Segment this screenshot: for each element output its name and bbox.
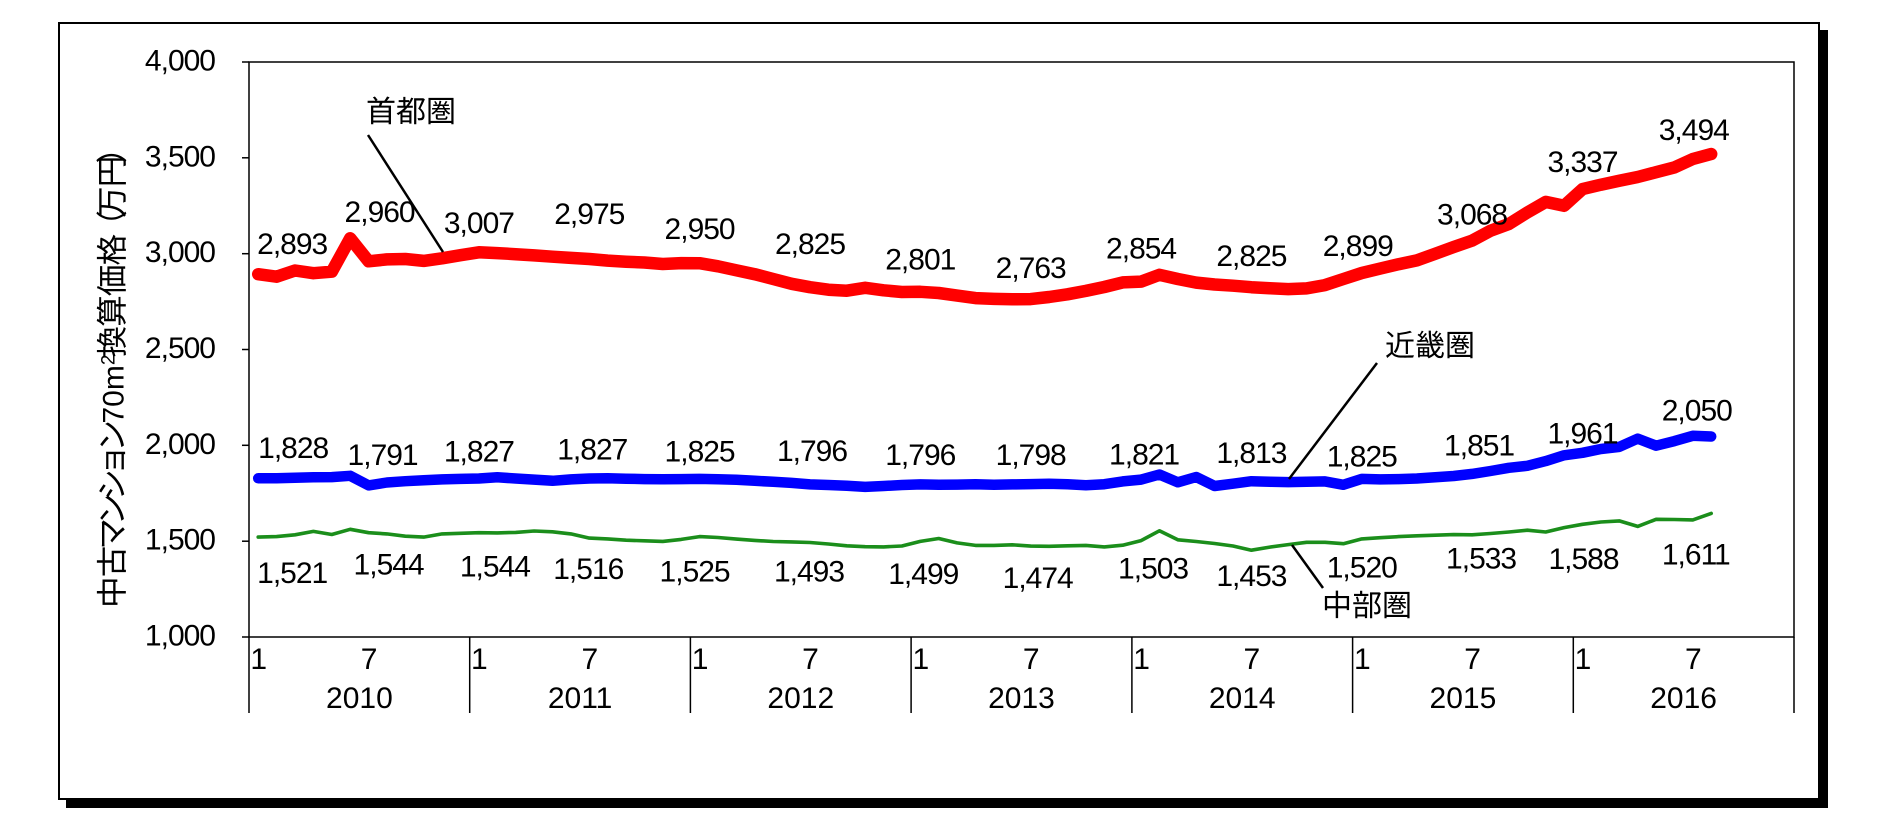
svg-text:3,494: 3,494 <box>1659 114 1729 147</box>
svg-text:1: 1 <box>912 643 928 676</box>
svg-text:2,000: 2,000 <box>145 428 215 461</box>
svg-text:1,521: 1,521 <box>257 557 327 590</box>
svg-text:4,000: 4,000 <box>145 45 215 78</box>
svg-text:3,068: 3,068 <box>1437 198 1507 231</box>
svg-text:1: 1 <box>692 643 708 676</box>
svg-text:1,503: 1,503 <box>1118 552 1188 585</box>
svg-text:7: 7 <box>1244 643 1260 676</box>
svg-text:7: 7 <box>1023 643 1039 676</box>
svg-text:2015: 2015 <box>1430 682 1497 715</box>
svg-text:1,520: 1,520 <box>1327 552 1397 585</box>
svg-text:1,525: 1,525 <box>660 555 730 588</box>
svg-text:1,828: 1,828 <box>258 432 328 465</box>
svg-text:1: 1 <box>1133 643 1149 676</box>
svg-text:3,007: 3,007 <box>444 207 514 240</box>
svg-text:1,611: 1,611 <box>1662 539 1730 572</box>
svg-text:1,825: 1,825 <box>1327 441 1397 474</box>
svg-text:1,813: 1,813 <box>1216 437 1286 470</box>
svg-text:1,544: 1,544 <box>460 551 530 584</box>
svg-text:3,000: 3,000 <box>145 236 215 269</box>
svg-text:1,825: 1,825 <box>665 436 735 469</box>
svg-text:1,796: 1,796 <box>885 439 955 472</box>
svg-text:1,791: 1,791 <box>348 439 418 472</box>
svg-text:2,825: 2,825 <box>1216 240 1286 273</box>
svg-text:1: 1 <box>1354 643 1370 676</box>
svg-text:2,500: 2,500 <box>145 332 215 365</box>
svg-text:7: 7 <box>361 643 377 676</box>
svg-text:1,544: 1,544 <box>354 549 424 582</box>
svg-text:2,975: 2,975 <box>554 198 624 231</box>
svg-text:2,960: 2,960 <box>345 196 415 229</box>
svg-text:1,961: 1,961 <box>1547 418 1617 451</box>
svg-text:2011: 2011 <box>548 682 613 715</box>
svg-text:1,499: 1,499 <box>888 558 958 591</box>
svg-text:2016: 2016 <box>1650 682 1717 715</box>
svg-text:2,950: 2,950 <box>665 213 735 246</box>
svg-text:2014: 2014 <box>1209 682 1276 715</box>
svg-text:1,588: 1,588 <box>1548 543 1618 576</box>
svg-text:1,516: 1,516 <box>553 553 623 586</box>
svg-text:1,827: 1,827 <box>557 433 627 466</box>
svg-text:2,763: 2,763 <box>996 252 1066 285</box>
svg-text:7: 7 <box>581 643 597 676</box>
svg-text:1: 1 <box>1575 643 1591 676</box>
svg-text:2,050: 2,050 <box>1662 395 1732 428</box>
svg-text:1,493: 1,493 <box>774 555 844 588</box>
svg-text:1,827: 1,827 <box>444 435 514 468</box>
svg-text:1,796: 1,796 <box>777 435 847 468</box>
svg-text:1,000: 1,000 <box>145 620 215 653</box>
svg-text:1,500: 1,500 <box>145 524 215 557</box>
svg-text:1,474: 1,474 <box>1003 562 1073 595</box>
svg-text:1,453: 1,453 <box>1216 560 1286 593</box>
svg-text:2,825: 2,825 <box>775 228 845 261</box>
svg-text:2,854: 2,854 <box>1106 232 1176 265</box>
svg-text:1,533: 1,533 <box>1446 543 1516 576</box>
svg-text:1,851: 1,851 <box>1444 430 1514 463</box>
svg-text:70m2: 70m2 <box>97 355 130 424</box>
svg-text:3,500: 3,500 <box>145 140 215 173</box>
svg-text:2,893: 2,893 <box>257 228 327 261</box>
svg-text:3,337: 3,337 <box>1547 146 1617 179</box>
svg-text:2010: 2010 <box>326 682 393 715</box>
svg-text:7: 7 <box>802 643 818 676</box>
svg-text:1: 1 <box>250 643 266 676</box>
svg-text:2013: 2013 <box>988 682 1055 715</box>
svg-text:1: 1 <box>471 643 487 676</box>
svg-text:7: 7 <box>1685 643 1701 676</box>
svg-text:2,801: 2,801 <box>885 244 955 277</box>
svg-text:7: 7 <box>1464 643 1480 676</box>
svg-text:2,899: 2,899 <box>1323 230 1393 263</box>
svg-text:1,798: 1,798 <box>996 439 1066 472</box>
svg-text:2012: 2012 <box>767 682 834 715</box>
svg-text:1,821: 1,821 <box>1109 438 1179 471</box>
